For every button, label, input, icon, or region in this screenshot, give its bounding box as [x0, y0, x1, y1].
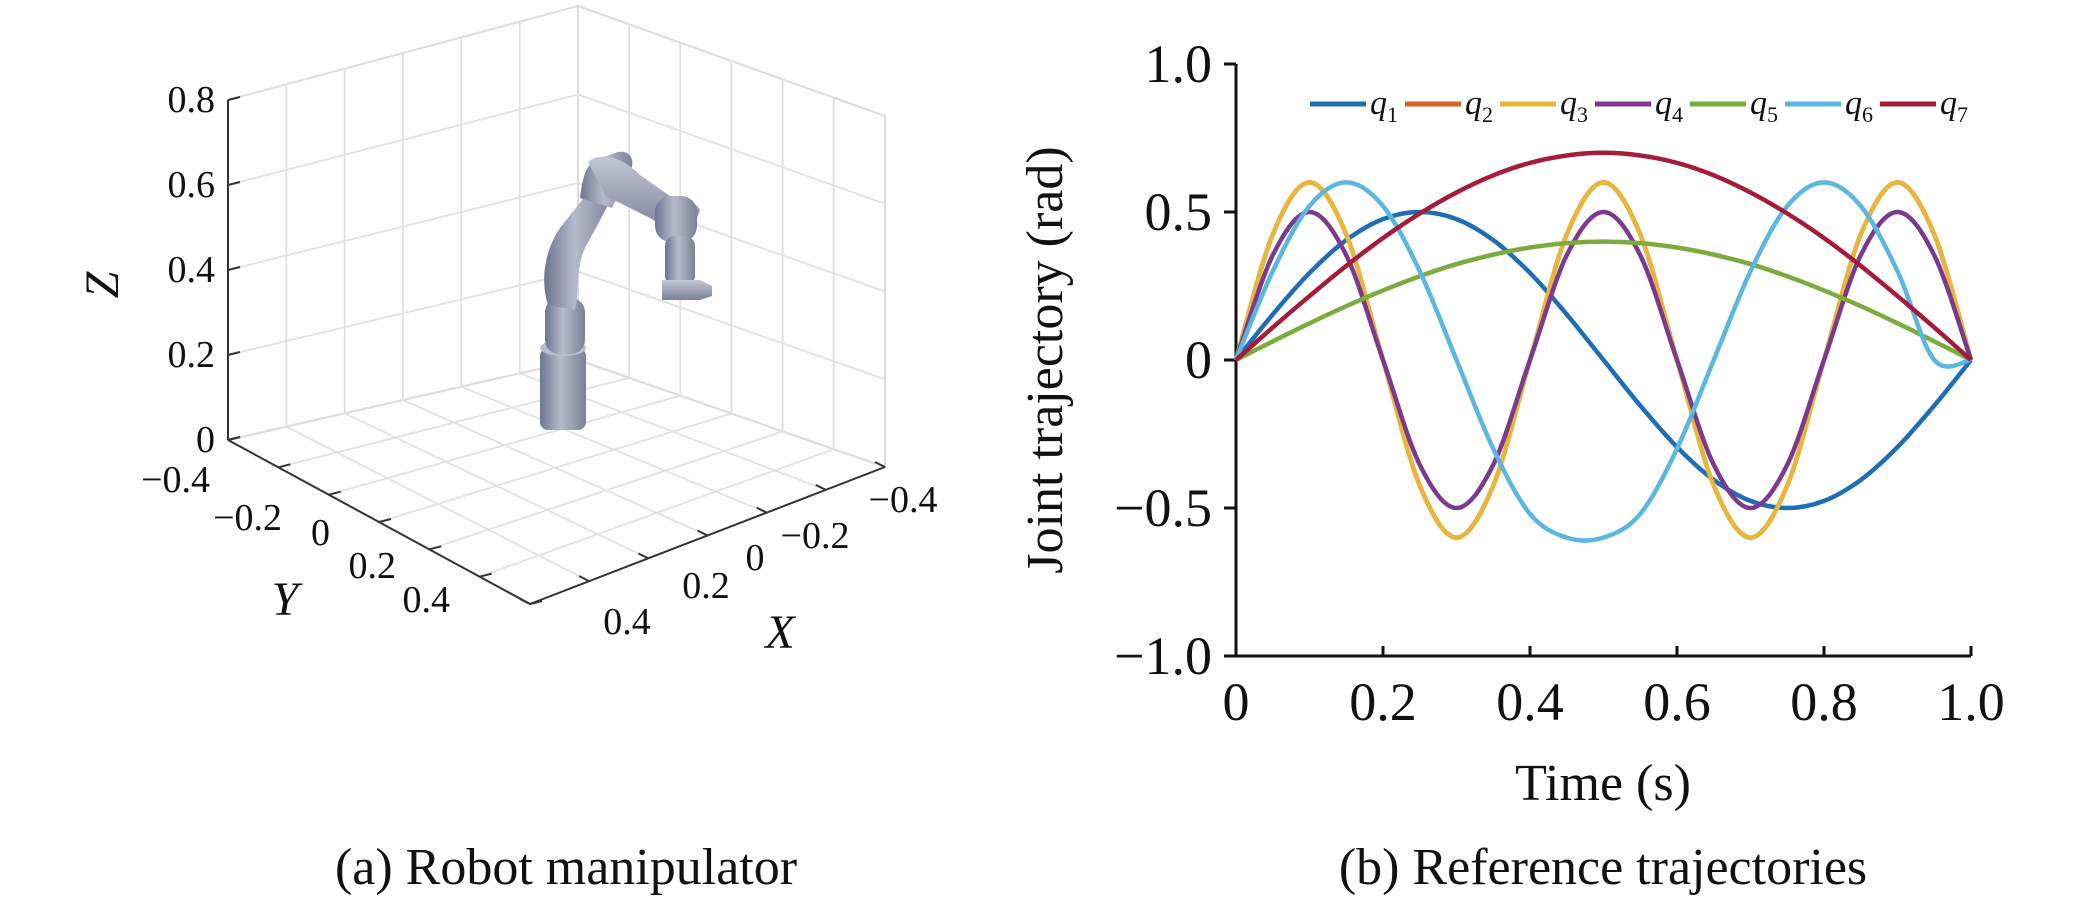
y-tick-label: −1.0: [1114, 626, 1212, 686]
y-tick-label: 0: [311, 512, 330, 554]
legend-label-q5: q5: [1750, 85, 1778, 127]
x-tick-mark: [756, 506, 768, 514]
x-tick-label: 0.6: [1643, 672, 1711, 732]
series-lines: [1233, 150, 1974, 543]
series-line-q4: [1233, 209, 1974, 511]
y-tick-label: 0: [1185, 330, 1212, 390]
robot-wrist: [655, 196, 697, 242]
y-tick-label: 1.0: [1145, 34, 1213, 94]
x-tick-mark: [519, 598, 531, 605]
caption-b: (b) Reference trajectories: [1339, 839, 1867, 896]
z-axis-label: Z: [76, 270, 129, 298]
legend-label-q7: q7: [1940, 85, 1968, 127]
z-tick-mark: [227, 266, 241, 271]
x-tick-mark: [815, 483, 827, 491]
y-ticks: −1.0 −0.5 0 0.5 1.0: [1114, 34, 1236, 686]
series-line-q7: [1234, 150, 1973, 362]
robot-end-effector: [662, 280, 712, 300]
wall-grid-line: [227, 270, 579, 356]
caption-a: (a) Robot manipulator: [335, 839, 797, 896]
robot-3d-plot: 0 0.2 0.4 0.6 0.8 Z −0.4 −0.2 0 0.2 0.4 …: [76, 4, 938, 896]
legend-label-q3: q3: [1560, 85, 1588, 127]
tick-marks-3d: [227, 96, 886, 605]
x-tick-label: 0.4: [603, 601, 651, 643]
y-tick-label: 0.4: [403, 579, 451, 621]
legend-label-q2: q2: [1465, 85, 1493, 127]
x-tick-label: 0.2: [682, 565, 730, 607]
y-tick-mark: [278, 463, 291, 469]
series-line-q6: [1233, 180, 1972, 543]
x-tick-label: 1.0: [1937, 672, 2005, 732]
y-tick-mark: [479, 572, 492, 578]
wall-grid-line: [227, 93, 579, 186]
reference-trajectories-chart: −1.0−0.500.51.0 0 0.2 0.4 0.6 0.8 1.0 q1 q2 q3 q…: [1017, 34, 2005, 896]
robot-wrist-link: [665, 236, 695, 286]
z-tick-label: 0.8: [168, 79, 216, 121]
robot-joint-1: [545, 298, 585, 354]
legend-label-q1: q1: [1370, 85, 1398, 127]
series-line-q3: [1233, 180, 1974, 540]
x-tick-mark: [697, 529, 708, 537]
z-tick-label: 0.6: [168, 164, 216, 206]
x-tick-label: −0.4: [869, 479, 938, 521]
y-tick-label: −0.4: [141, 459, 210, 501]
series-line-q5: [1234, 239, 1973, 363]
y-axis-label: Joint trajectory (rad): [1017, 146, 1074, 573]
legend-label-q6: q6: [1845, 85, 1873, 127]
y-tick-label: 0.2: [349, 545, 397, 587]
x-tick-label: 0: [1223, 672, 1250, 732]
z-tick-mark: [227, 181, 241, 186]
x-tick-label: 0.4: [1496, 672, 1564, 732]
legend-label-q4: q4: [1655, 85, 1683, 127]
x-tick-label: −0.2: [781, 515, 850, 557]
x-tick-label: 0: [746, 537, 765, 579]
wall-grid-line: [227, 182, 579, 271]
z-tick-label: 0: [196, 419, 215, 461]
x-axis-label: X: [763, 606, 796, 659]
x-axis-label: Time (s): [1515, 755, 1691, 812]
x-ticks: 0 0.2 0.4 0.6 0.8 1.0: [1223, 646, 2005, 732]
z-tick-label: 0.4: [168, 249, 216, 291]
y-tick-label: −0.5: [1114, 478, 1212, 538]
y-tick-mark: [529, 600, 543, 605]
z-tick-mark: [227, 96, 241, 101]
y-tick-mark: [328, 490, 341, 496]
y-axis-label: Y: [272, 573, 303, 626]
x-tick-mark: [874, 461, 886, 468]
x-tick-label: 0.8: [1790, 672, 1858, 732]
z-tick-mark: [227, 351, 241, 356]
x-tick-mark: [637, 552, 649, 560]
floor-grid-line: [479, 448, 835, 578]
y-tick-mark: [378, 518, 392, 523]
y-tick-mark: [227, 436, 241, 441]
legend: q1 q2 q3 q4 q5 q6 q7: [1310, 85, 1968, 127]
robot-upper-arm: [544, 181, 613, 310]
y-tick-label: −0.2: [213, 497, 282, 539]
robot-manipulator-illustration: [540, 151, 712, 430]
series-line-q1: [1234, 209, 1973, 511]
x-tick-label: 0.2: [1349, 672, 1417, 732]
robot-base: [540, 348, 586, 430]
y-tick-label: 0.5: [1145, 182, 1213, 242]
x-tick-mark: [578, 575, 590, 583]
z-tick-label: 0.2: [168, 334, 216, 376]
y-tick-mark: [429, 545, 442, 551]
